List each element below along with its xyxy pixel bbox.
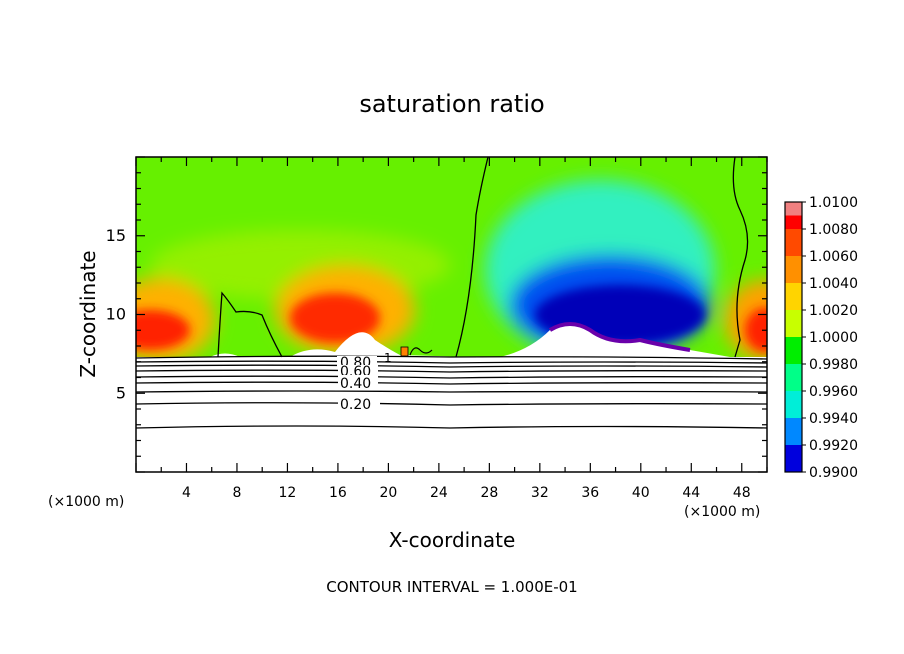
colorbar-segment (785, 364, 802, 392)
plot-field (136, 157, 767, 472)
x-tick-label: 44 (682, 485, 700, 501)
y-tick-label: 10 (106, 305, 126, 324)
colorbar-segment (785, 418, 802, 446)
contour-label-1: 1 (384, 351, 392, 365)
x-tick-label: 48 (733, 485, 751, 501)
colorbar-label: 1.0000 (809, 330, 858, 346)
x-tick-label: 12 (279, 485, 297, 501)
right-red-core (745, 308, 767, 352)
x-tick-label: 24 (430, 485, 448, 501)
y-tick-label: 5 (116, 383, 126, 402)
orange-patch (400, 346, 409, 357)
colorbar-label: 0.9900 (809, 465, 858, 481)
purple-edge (548, 322, 691, 352)
colorbar-label: 1.0080 (809, 222, 858, 238)
x-unit-left: (×1000 m) (48, 494, 124, 510)
colorbar-segment (785, 445, 802, 473)
colorbar-top-segment (785, 202, 802, 216)
x-tick-label: 8 (232, 485, 241, 501)
left-red-core (136, 310, 190, 350)
colorbar-segment (785, 337, 802, 365)
colorbar-label: 0.9980 (809, 357, 858, 373)
x-tick-label: 36 (581, 485, 599, 501)
contour-1-right (732, 157, 749, 358)
colorbar-segment (785, 283, 802, 311)
colorbar-label: 1.0100 (809, 195, 858, 211)
x-tick-label: 16 (329, 485, 347, 501)
x-tick-label: 32 (531, 485, 549, 501)
x-unit-right: (×1000 m) (684, 504, 760, 520)
contour-blob (409, 347, 433, 356)
y-tick-label: 15 (106, 226, 126, 245)
colorbar-segment (785, 229, 802, 257)
contour-interval-footer: CONTOUR INTERVAL = 1.000E-01 (326, 578, 577, 596)
lower-contours (136, 355, 767, 429)
colorbar-label: 0.9940 (809, 411, 858, 427)
central-red-core (290, 293, 380, 343)
colorbar-label: 1.0040 (809, 276, 858, 292)
colorbar-label: 1.0060 (809, 249, 858, 265)
y-axis-ticks: 5 10 15 (106, 156, 767, 473)
x-tick-label: 28 (480, 485, 498, 501)
colorbar: 1.0100 1.0080 1.0060 1.0040 1.0020 1.0000 0.99… (784, 195, 858, 481)
colorbar-label: 0.9920 (809, 438, 858, 454)
colorbar-segment (785, 310, 802, 338)
contour-labels: 0.80 1 0.60 0.40 0.20 (337, 351, 392, 413)
colorbar-segment (785, 391, 802, 419)
x-tick-label: 4 (182, 485, 191, 501)
y-axis-label: Z-coordinate (76, 250, 100, 377)
colorbar-label: 1.0020 (809, 303, 858, 319)
x-axis-label: X-coordinate (389, 528, 516, 552)
x-axis-ticks: 4 8 12 16 20 24 28 32 36 40 44 48 (135, 157, 768, 501)
x-tick-label: 20 (379, 485, 397, 501)
contour-1-left (217, 291, 283, 358)
colorbar-segment (785, 256, 802, 284)
chart-title: saturation ratio (359, 90, 544, 118)
contour-label-040: 0.40 (340, 376, 371, 392)
colorbar-label: 0.9960 (809, 384, 858, 400)
x-tick-label: 40 (632, 485, 650, 501)
contour-1-center (455, 157, 489, 358)
contour-label-020: 0.20 (340, 397, 371, 413)
